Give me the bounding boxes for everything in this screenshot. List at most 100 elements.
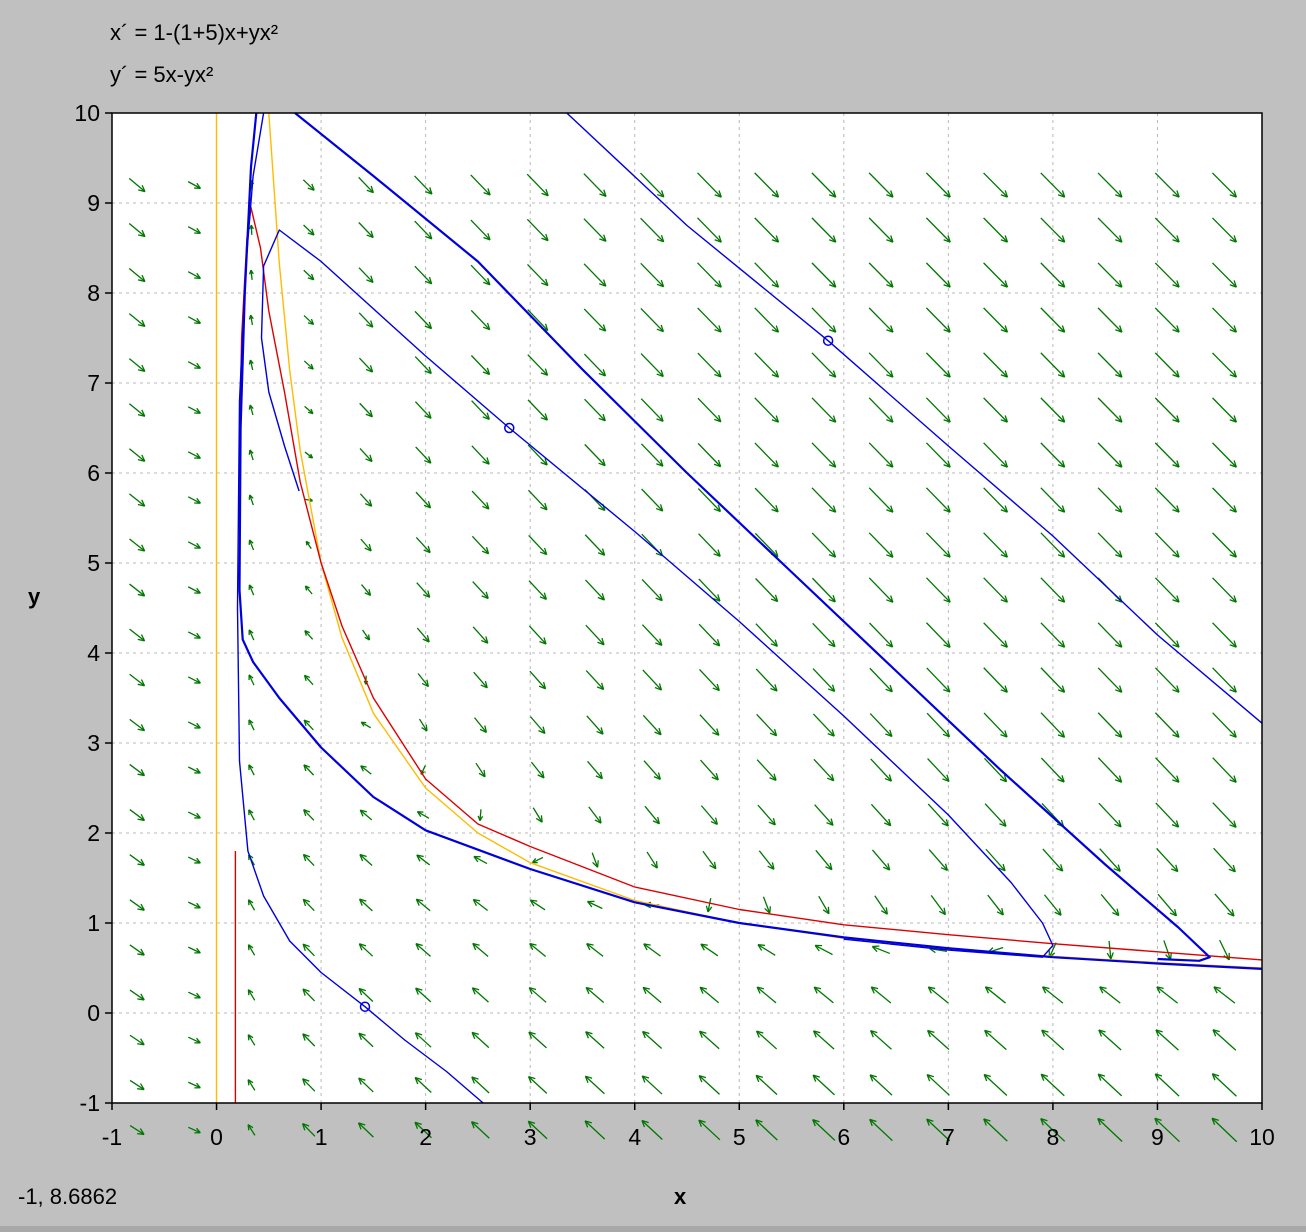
direction-arrow bbox=[755, 1074, 778, 1096]
direction-arrow bbox=[248, 674, 255, 686]
direction-arrow bbox=[527, 354, 549, 376]
direction-arrow bbox=[814, 804, 834, 826]
direction-arrow bbox=[129, 538, 146, 552]
direction-arrow bbox=[1040, 577, 1066, 603]
direction-arrow bbox=[529, 716, 546, 734]
direction-arrow bbox=[1154, 667, 1180, 693]
direction-arrow bbox=[1212, 1029, 1237, 1051]
direction-arrow bbox=[868, 307, 894, 333]
plot-area[interactable] bbox=[112, 113, 1262, 1103]
direction-arrow bbox=[754, 307, 780, 333]
direction-arrow bbox=[1097, 757, 1123, 783]
direction-arrow bbox=[1041, 1029, 1065, 1051]
direction-arrow bbox=[416, 811, 430, 819]
direction-arrow bbox=[304, 405, 314, 415]
direction-arrow bbox=[302, 853, 315, 866]
direction-arrow bbox=[187, 451, 201, 459]
direction-arrow bbox=[812, 1074, 835, 1096]
direction-arrow bbox=[414, 1032, 432, 1048]
y-tick-label: 9 bbox=[87, 190, 100, 216]
direction-arrow bbox=[188, 946, 201, 954]
direction-arrow bbox=[358, 267, 374, 283]
direction-arrow bbox=[1040, 352, 1066, 378]
direction-arrow bbox=[187, 766, 201, 774]
direction-arrow bbox=[811, 172, 837, 198]
direction-arrow bbox=[641, 1075, 663, 1095]
direction-arrow bbox=[529, 670, 547, 690]
direction-arrow bbox=[814, 944, 833, 956]
direction-arrow bbox=[528, 580, 547, 600]
direction-arrow bbox=[868, 532, 894, 558]
direction-arrow bbox=[303, 269, 315, 281]
direction-arrow bbox=[754, 442, 779, 468]
direction-arrow bbox=[527, 444, 548, 466]
initial-point-marker bbox=[822, 335, 834, 346]
direction-arrow bbox=[869, 622, 894, 648]
direction-arrow bbox=[129, 854, 145, 866]
direction-arrow bbox=[1097, 667, 1123, 693]
direction-field bbox=[128, 172, 1238, 1143]
direction-arrow bbox=[983, 352, 1009, 378]
direction-arrow bbox=[248, 314, 254, 326]
direction-arrow bbox=[926, 712, 951, 738]
direction-arrow bbox=[587, 900, 603, 910]
direction-arrow bbox=[359, 853, 373, 866]
direction-arrow bbox=[697, 442, 722, 468]
direction-arrow bbox=[247, 1079, 256, 1091]
direction-arrow bbox=[1212, 352, 1237, 378]
direction-arrow bbox=[811, 532, 837, 558]
direction-arrow bbox=[641, 578, 663, 602]
direction-arrow bbox=[1040, 442, 1066, 468]
y-tick-label: 2 bbox=[87, 820, 100, 846]
direction-arrow bbox=[756, 713, 778, 737]
direction-arrow bbox=[247, 1034, 256, 1046]
direction-arrow bbox=[699, 714, 720, 736]
direction-arrow bbox=[358, 222, 374, 239]
direction-arrow bbox=[416, 627, 430, 643]
direction-arrow bbox=[925, 397, 951, 423]
direction-arrow bbox=[129, 583, 146, 597]
direction-arrow bbox=[698, 578, 721, 602]
direction-arrow bbox=[473, 855, 488, 865]
direction-arrow bbox=[415, 942, 431, 957]
direction-arrow bbox=[868, 487, 894, 513]
direction-arrow bbox=[811, 262, 837, 288]
direction-arrow bbox=[414, 220, 433, 240]
direction-arrow bbox=[1040, 757, 1065, 783]
direction-arrow bbox=[187, 496, 201, 504]
direction-arrow bbox=[983, 307, 1009, 333]
direction-arrow bbox=[642, 714, 662, 736]
direction-arrow bbox=[698, 623, 721, 647]
direction-arrow bbox=[527, 263, 549, 287]
direction-arrow bbox=[530, 761, 545, 779]
direction-arrow bbox=[471, 535, 490, 555]
direction-arrow bbox=[1214, 893, 1235, 917]
direction-arrow bbox=[985, 848, 1006, 872]
direction-arrow bbox=[474, 717, 488, 733]
direction-arrow bbox=[470, 355, 491, 376]
direction-arrow bbox=[304, 451, 314, 459]
direction-arrow bbox=[1040, 487, 1066, 513]
x-tick-label: -1 bbox=[102, 1124, 122, 1150]
direction-arrow bbox=[360, 538, 372, 552]
direction-arrow bbox=[757, 804, 776, 826]
direction-arrow bbox=[1097, 307, 1123, 333]
x-axis: -1 0 1 2 3 4 5 6 7 8 9 10 bbox=[102, 1103, 1275, 1150]
direction-arrow bbox=[302, 943, 315, 957]
direction-arrow bbox=[472, 626, 489, 644]
direction-arrow bbox=[646, 851, 658, 869]
direction-arrow bbox=[529, 942, 547, 957]
direction-arrow bbox=[302, 179, 315, 191]
direction-arrow bbox=[870, 803, 892, 827]
direction-arrow bbox=[358, 1077, 374, 1093]
direction-arrow bbox=[869, 1074, 893, 1096]
y-equation: y´ = 5x-yx² bbox=[110, 62, 214, 87]
direction-arrow bbox=[700, 759, 719, 781]
direction-arrow bbox=[187, 631, 201, 639]
direction-arrow bbox=[527, 399, 548, 421]
direction-arrow bbox=[1041, 986, 1064, 1004]
direction-arrow bbox=[925, 487, 951, 513]
x-tick-label: 1 bbox=[315, 1124, 328, 1150]
direction-arrow bbox=[248, 539, 255, 551]
